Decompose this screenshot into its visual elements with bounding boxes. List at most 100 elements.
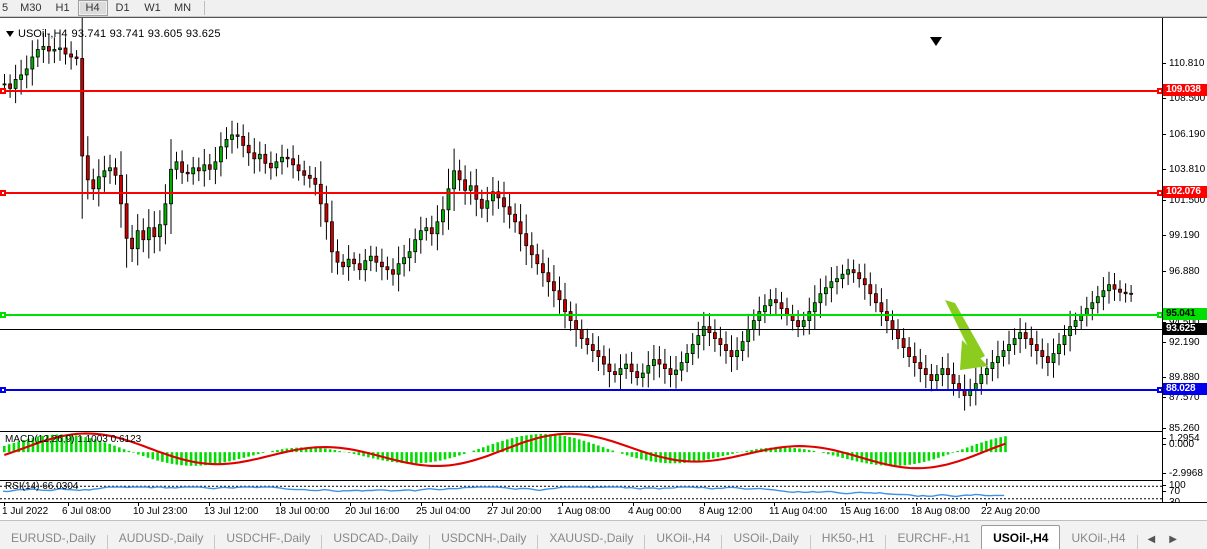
time-label: 4 Aug 00:00 bbox=[628, 506, 682, 517]
tab-usdcad-daily[interactable]: USDCAD-,Daily bbox=[333, 531, 419, 545]
timeframe-h4[interactable]: H4 bbox=[77, 0, 108, 16]
time-label: 20 Jul 16:00 bbox=[345, 506, 400, 517]
tab-separator bbox=[721, 535, 723, 549]
timeframe-d1[interactable]: D1 bbox=[115, 2, 130, 14]
tab-usdchf-daily[interactable]: USDCHF-,Daily bbox=[226, 531, 311, 545]
level-anchor-left[interactable] bbox=[0, 88, 6, 94]
price-tick: 99.190 bbox=[1163, 230, 1207, 241]
tab-eurchf-h1[interactable]: EURCHF-,H1 bbox=[897, 531, 971, 545]
macd-signal-line bbox=[3, 432, 1006, 470]
price-tick: 108.500 bbox=[1163, 93, 1207, 104]
price-badge-102[interactable]: 102.076 bbox=[1163, 186, 1207, 198]
tab-separator bbox=[644, 535, 646, 549]
tab-usdcnh-daily[interactable]: USDCNH-,Daily bbox=[441, 531, 527, 545]
time-label: 8 Aug 12:00 bbox=[699, 506, 753, 517]
tab-separator bbox=[537, 535, 539, 549]
ohlc-values: 93.741 93.741 93.605 93.625 bbox=[71, 28, 221, 40]
time-label: 27 Jul 20:00 bbox=[487, 506, 542, 517]
tab-eurusd-daily[interactable]: EURUSD-,Daily bbox=[11, 531, 96, 545]
macd-pane[interactable]: MACD(12,26,9) 1.1003 0.6123 bbox=[0, 431, 1162, 481]
timeframe-m30[interactable]: M30 bbox=[20, 2, 42, 14]
toolbar-separator bbox=[203, 1, 205, 15]
tab-ukoil-h4[interactable]: UKOil-,H4 bbox=[656, 531, 711, 545]
chart-tabs-bar: EURUSD-,Daily AUDUSD-,Daily USDCHF-,Dail… bbox=[0, 520, 1207, 549]
price-tick: 92.190 bbox=[1163, 337, 1207, 348]
timeframe-w1[interactable]: W1 bbox=[144, 2, 161, 14]
level-anchor-left[interactable] bbox=[0, 312, 6, 318]
price-axis[interactable]: 110.810 108.500 106.190 103.810 101.500 … bbox=[1163, 18, 1207, 514]
price-tick: 96.880 bbox=[1163, 266, 1207, 277]
candlestick-svg bbox=[2, 18, 1133, 411]
time-label: 6 Jul 08:00 bbox=[62, 506, 111, 517]
level-anchor-right[interactable] bbox=[1157, 387, 1162, 393]
time-label: 15 Aug 16:00 bbox=[840, 506, 899, 517]
timeframe-mn[interactable]: MN bbox=[173, 2, 192, 14]
price-tick: 89.880 bbox=[1163, 372, 1207, 383]
level-anchor-right[interactable] bbox=[1157, 88, 1162, 94]
level-anchor-right[interactable] bbox=[1157, 312, 1162, 318]
tab-separator bbox=[809, 535, 811, 549]
rsi-line bbox=[2, 486, 1005, 498]
tab-audusd-daily[interactable]: AUDUSD-,Daily bbox=[118, 531, 204, 545]
level-line-102[interactable] bbox=[0, 190, 1162, 196]
macd-label: MACD(12,26,9) 1.1003 0.6123 bbox=[5, 434, 142, 445]
timeframe-h1[interactable]: H1 bbox=[55, 2, 70, 14]
tab-separator bbox=[214, 535, 216, 549]
tab-separator bbox=[429, 535, 431, 549]
plot-area[interactable]: MACD(12,26,9) 1.1003 0.6123 RSI(14) 66.0… bbox=[0, 18, 1163, 503]
triangle-down-marker-icon bbox=[930, 37, 942, 46]
rsi-pane[interactable]: RSI(14) 66.0304 bbox=[0, 481, 1162, 503]
price-tick: 106.190 bbox=[1163, 129, 1207, 140]
tab-ukoil-h4-2[interactable]: UKOil-,H4 bbox=[1071, 531, 1126, 545]
time-axis[interactable]: 1 Jul 2022 6 Jul 08:00 10 Jul 23:00 13 J… bbox=[0, 502, 1207, 520]
rsi-label: RSI(14) 66.0304 bbox=[5, 481, 79, 492]
down-right-green-arrow-icon bbox=[945, 300, 988, 370]
price-pane[interactable] bbox=[0, 18, 1162, 430]
level-line-95[interactable] bbox=[0, 312, 1162, 318]
price-badge-88[interactable]: 88.028 bbox=[1163, 383, 1207, 395]
price-badge-current[interactable]: 93.625 bbox=[1163, 323, 1207, 335]
rsi-tick: 70 bbox=[1163, 486, 1207, 497]
price-tick: 94.500 bbox=[1163, 317, 1207, 328]
time-label: 18 Aug 08:00 bbox=[911, 506, 970, 517]
tab-usoil-daily[interactable]: USOil-,Daily bbox=[733, 531, 799, 545]
time-label: 18 Jul 00:00 bbox=[275, 506, 330, 517]
time-label: 1 Aug 08:00 bbox=[557, 506, 611, 517]
candle-series bbox=[2, 18, 1133, 411]
level-anchor-left[interactable] bbox=[0, 387, 6, 393]
time-label: 1 Jul 2022 bbox=[2, 506, 49, 517]
tab-separator bbox=[321, 535, 323, 549]
macd-tick: -2.9968 bbox=[1163, 468, 1207, 479]
timeframe-m5[interactable]: 5 bbox=[2, 2, 9, 14]
rsi-tick: 100 bbox=[1163, 480, 1207, 491]
tab-usoil-h4[interactable]: USOil-,H4 bbox=[981, 525, 1061, 549]
price-badge-109[interactable]: 109.038 bbox=[1163, 84, 1207, 96]
scroll-left-icon[interactable]: ◀ bbox=[1147, 534, 1156, 545]
macd-tick: 1.2954 bbox=[1163, 433, 1207, 444]
tab-separator bbox=[1136, 535, 1138, 549]
price-badge-95[interactable]: 95.041 bbox=[1163, 308, 1207, 320]
chart-frame: USOil-,H4 93.741 93.741 93.605 93.625 bbox=[0, 17, 1207, 520]
level-anchor-right[interactable] bbox=[1157, 190, 1162, 196]
tab-separator bbox=[885, 535, 887, 549]
time-label: 13 Jul 12:00 bbox=[204, 506, 259, 517]
price-tick: 103.810 bbox=[1163, 164, 1207, 175]
scroll-right-icon[interactable]: ▶ bbox=[1169, 534, 1177, 545]
level-anchor-left[interactable] bbox=[0, 190, 6, 196]
tab-xauusd-daily[interactable]: XAUUSD-,Daily bbox=[549, 531, 634, 545]
time-label: 22 Aug 20:00 bbox=[981, 506, 1040, 517]
tab-scroll-controls[interactable]: ◀ ▶ bbox=[1138, 534, 1189, 549]
price-tick: 101.500 bbox=[1163, 195, 1207, 206]
price-tick: 110.810 bbox=[1163, 58, 1207, 69]
level-line-109[interactable] bbox=[0, 88, 1162, 94]
chart-symbol-header: USOil-,H4 93.741 93.741 93.605 93.625 bbox=[6, 28, 221, 40]
rsi-svg bbox=[0, 485, 1162, 500]
macd-svg bbox=[3, 432, 1007, 470]
time-label: 11 Aug 04:00 bbox=[769, 506, 828, 517]
tab-hk50-h1[interactable]: HK50-,H1 bbox=[821, 531, 875, 545]
tab-separator bbox=[106, 535, 108, 549]
price-tick: 85.260 bbox=[1163, 423, 1207, 434]
triangle-down-icon[interactable] bbox=[6, 31, 14, 37]
symbol-label: USOil-,H4 bbox=[18, 28, 68, 40]
level-line-88[interactable] bbox=[0, 387, 1162, 393]
